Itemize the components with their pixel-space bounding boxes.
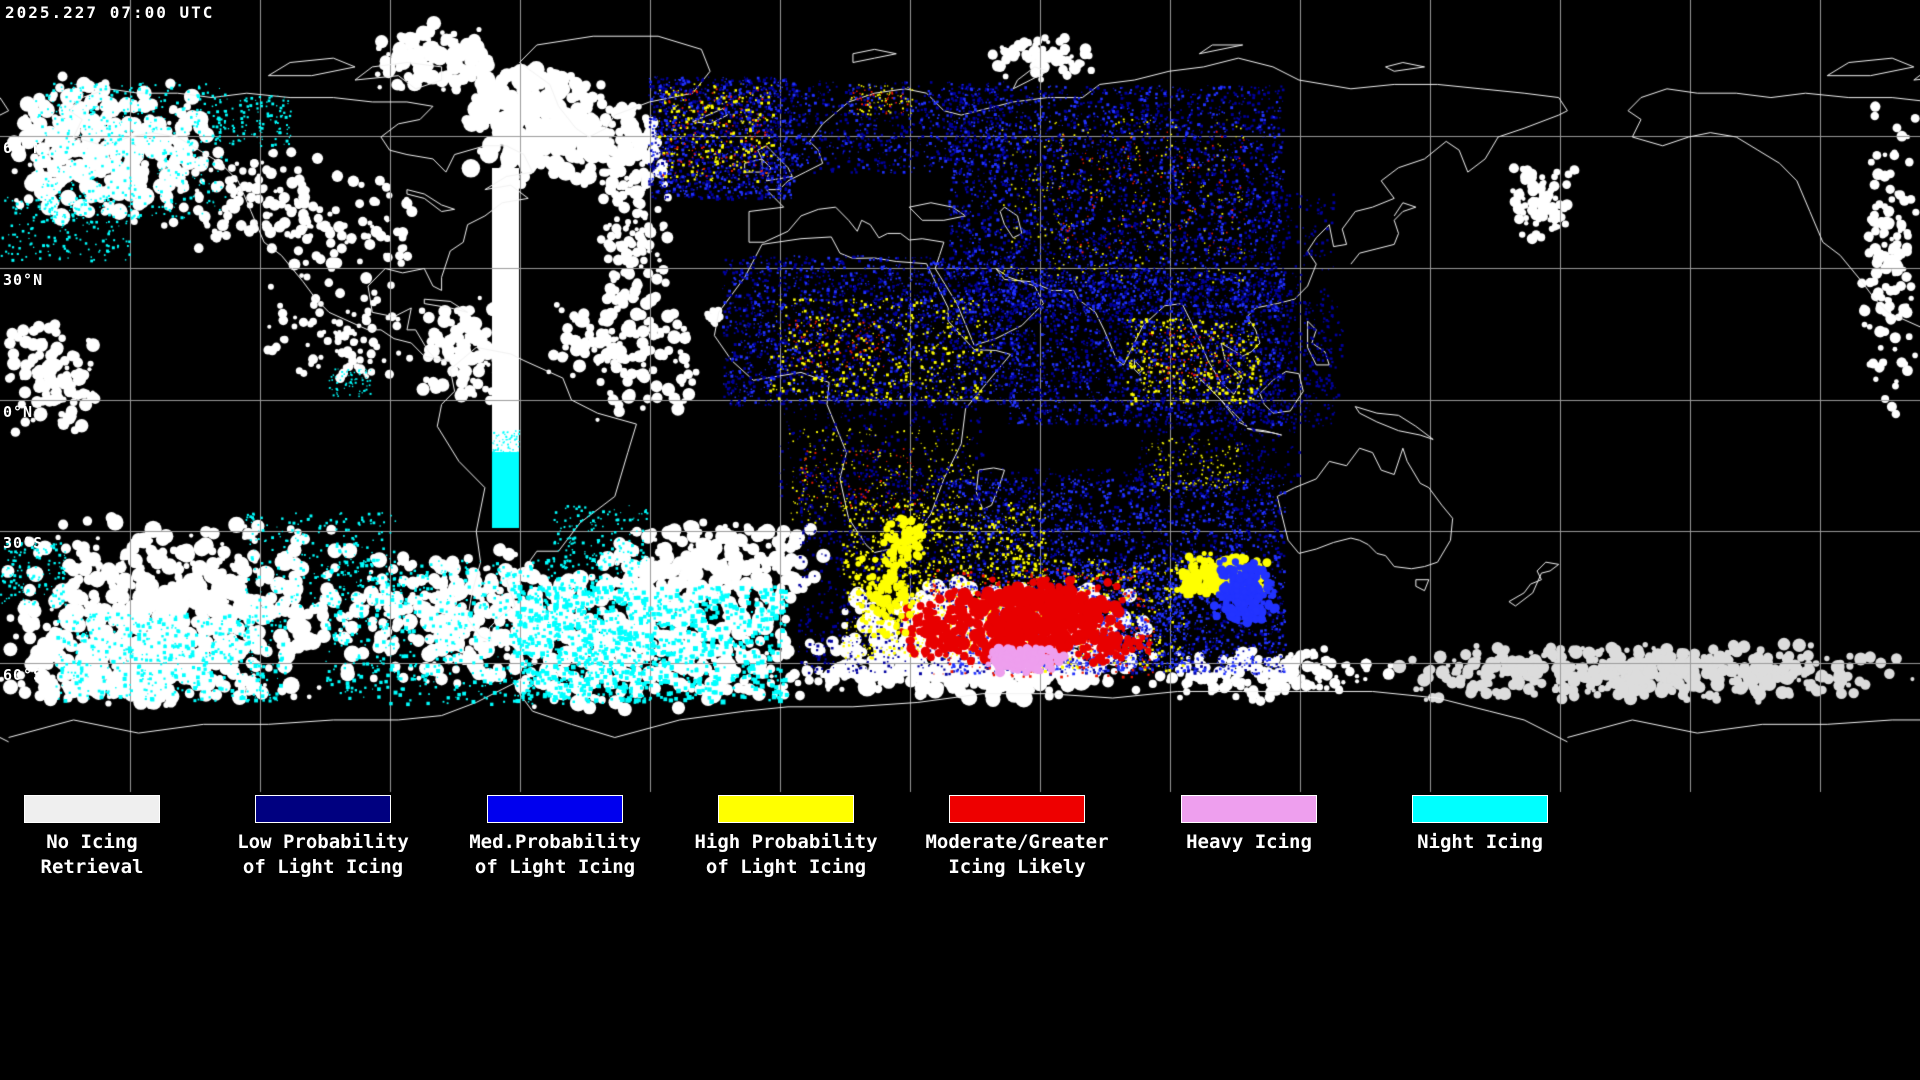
legend-swatch-med-probability: [487, 795, 623, 823]
timestamp: 2025.227 07:00 UTC: [5, 3, 215, 22]
legend-item-heavy-icing: Heavy Icing: [1181, 795, 1317, 855]
legend-label-line2: Icing Likely: [948, 856, 1086, 878]
legend-item-med-probability: Med.Probability of Light Icing: [469, 795, 641, 880]
legend-label-line2: Retrieval: [40, 856, 144, 878]
legend-item-moderate-greater: Moderate/Greater Icing Likely: [925, 795, 1109, 880]
legend-item-high-probability: High Probability of Light Icing: [694, 795, 878, 880]
legend-label-line1: High Probability: [694, 831, 878, 853]
legend: No Icing Retrieval Low Probability of Li…: [0, 795, 1920, 890]
legend-swatch-heavy-icing: [1181, 795, 1317, 823]
legend-swatch-low-probability: [255, 795, 391, 823]
legend-label-line2: of Light Icing: [242, 856, 404, 878]
legend-swatch-night-icing: [1412, 795, 1548, 823]
legend-swatch-no-icing: [24, 795, 160, 823]
legend-item-night-icing: Night Icing: [1412, 795, 1548, 855]
latitude-label-30s: 30°S: [3, 534, 44, 552]
legend-label-line1: Med.Probability: [469, 831, 641, 853]
latitude-label-60n: 60°N: [3, 139, 44, 157]
legend-label-line2: of Light Icing: [474, 856, 636, 878]
legend-label-line1: Heavy Icing: [1186, 831, 1312, 853]
legend-item-low-probability: Low Probability of Light Icing: [237, 795, 409, 880]
latitude-label-30n: 30°N: [3, 271, 44, 289]
legend-item-no-icing: No Icing Retrieval: [24, 795, 160, 880]
legend-label-line1: Low Probability: [237, 831, 409, 853]
latitude-label-60s: 60°S: [3, 666, 44, 684]
latitude-label-0n: 0°N: [3, 403, 34, 421]
legend-label-line2: of Light Icing: [705, 856, 867, 878]
legend-swatch-moderate-greater: [949, 795, 1085, 823]
legend-label-line1: Moderate/Greater: [925, 831, 1109, 853]
legend-label-line1: No Icing: [46, 831, 138, 853]
legend-label-line1: Night Icing: [1417, 831, 1543, 853]
legend-swatch-high-probability: [718, 795, 854, 823]
